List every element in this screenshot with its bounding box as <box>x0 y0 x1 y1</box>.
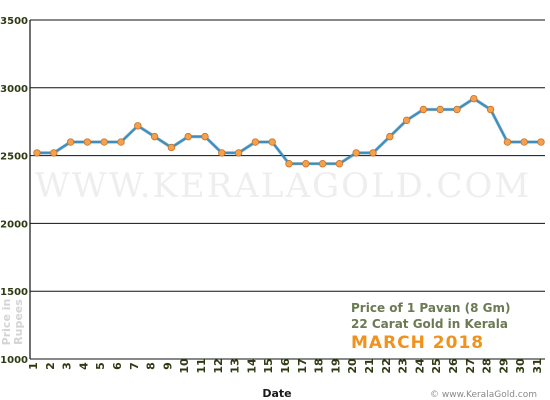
x-tick-label: 23 <box>397 358 410 373</box>
data-point <box>470 94 478 103</box>
info-month: MARCH 2018 <box>351 333 484 353</box>
y-tick-labels: 21000 21500 22000 22500 23000 23500 <box>0 16 28 366</box>
data-point <box>318 160 327 168</box>
data-point <box>503 138 512 146</box>
data-point <box>436 105 444 114</box>
data-point <box>150 132 159 141</box>
x-tick-label: 4 <box>77 362 90 370</box>
x-tick-label: 20 <box>346 358 359 374</box>
y-tick-label: 22000 <box>0 219 28 230</box>
data-point <box>268 138 276 146</box>
data-point <box>50 149 58 157</box>
series-line-layer <box>37 96 541 166</box>
x-tick-label: 5 <box>94 362 107 370</box>
x-tick-label: 14 <box>245 358 258 374</box>
x-tick-label: 16 <box>279 358 292 374</box>
y-axis-label-line: Price in <box>0 299 13 346</box>
x-tick-label: 19 <box>329 358 342 373</box>
x-tick-label: 1 <box>27 362 40 370</box>
data-point <box>66 138 75 146</box>
data-point <box>117 138 125 146</box>
data-point <box>184 132 192 141</box>
data-point <box>100 138 108 146</box>
x-tick-label: 18 <box>313 358 326 373</box>
x-tick-label: 2 <box>44 362 57 370</box>
data-point <box>352 149 360 157</box>
data-point <box>251 138 260 146</box>
x-tick-label: 12 <box>212 358 225 373</box>
data-point <box>285 160 293 168</box>
y-axis-label-text: Price inRupees <box>0 299 25 346</box>
series-line-shadow <box>37 96 541 166</box>
y-axis-label-line: Rupees <box>12 299 25 345</box>
x-tick-label: 25 <box>430 358 443 373</box>
data-point <box>486 105 495 114</box>
y-tick-label: 21000 <box>0 355 28 366</box>
data-point <box>33 149 41 157</box>
x-tick-label: 7 <box>128 362 141 370</box>
data-point <box>419 105 428 114</box>
x-tick-label: 10 <box>178 358 191 374</box>
data-point <box>218 149 226 157</box>
data-point <box>201 132 209 141</box>
x-tick-labels: 1 2 3 4 5 6 7 8 9 10 11 12 13 14 15 16 17 18 19 20 21 22 23 24 2… <box>27 358 544 374</box>
x-tick-label: 9 <box>161 362 174 370</box>
x-tick-label: 21 <box>363 358 376 373</box>
x-tick-label: 13 <box>229 358 242 373</box>
x-tick-label: 31 <box>531 358 544 373</box>
data-point <box>335 160 344 168</box>
data-point <box>369 149 377 157</box>
watermark: WWW.KERALAGOLD.COM <box>35 166 531 206</box>
y-tick-label: 22500 <box>0 152 28 163</box>
x-tick-label: 29 <box>497 358 510 373</box>
x-tick-label: 24 <box>413 358 426 374</box>
footer-credit: © www.KeralaGold.com <box>430 390 537 400</box>
data-point <box>167 143 176 152</box>
info-line-1: Price of 1 Pavan (8 Gm) <box>351 301 511 315</box>
info-line-2: 22 Carat Gold in Kerala <box>351 317 508 331</box>
data-point <box>234 149 243 157</box>
x-tick-label: 27 <box>464 358 477 373</box>
data-point <box>302 160 310 168</box>
data-point <box>402 116 411 125</box>
y-tick-label: 23500 <box>0 16 28 27</box>
series-marker-layer <box>33 94 545 168</box>
x-tick-label: 30 <box>514 358 527 374</box>
y-axis-label: Price inRupees <box>0 299 25 346</box>
x-tick-label: 17 <box>296 358 309 373</box>
data-point <box>537 138 545 146</box>
data-point <box>134 122 142 130</box>
data-point <box>453 105 461 114</box>
data-point <box>83 138 92 146</box>
y-tick-label: 23000 <box>0 84 28 95</box>
x-tick-label: 11 <box>195 358 208 373</box>
x-tick-label: 15 <box>262 358 275 373</box>
series-line <box>37 97 541 165</box>
x-tick-label: 6 <box>111 362 124 370</box>
grid-layer <box>29 19 545 360</box>
y-tick-label: 21500 <box>0 287 28 298</box>
x-axis-label: Date <box>262 387 291 400</box>
data-point <box>386 132 394 141</box>
x-tick-label: 26 <box>447 358 460 374</box>
x-tick-label: 22 <box>380 358 393 373</box>
data-point <box>520 138 528 146</box>
x-tick-label: 8 <box>145 362 158 370</box>
x-tick-label: 3 <box>61 362 74 370</box>
x-tick-label: 28 <box>481 358 494 373</box>
